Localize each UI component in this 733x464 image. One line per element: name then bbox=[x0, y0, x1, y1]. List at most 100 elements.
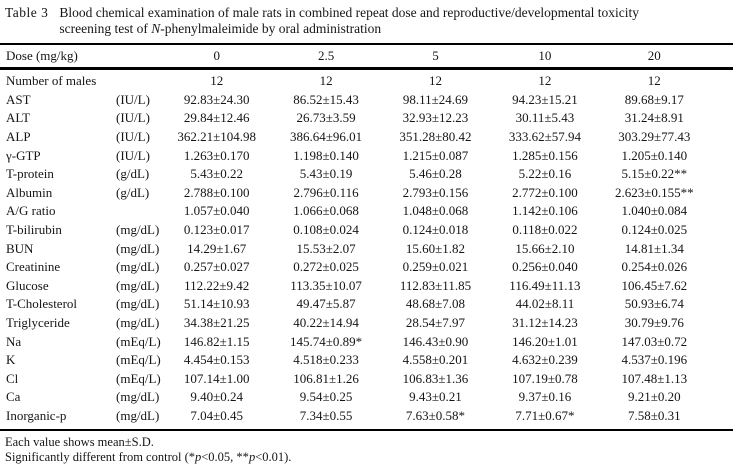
value-cell: 0.256±0.040 bbox=[512, 259, 578, 275]
value-cell: 9.40±0.24 bbox=[190, 389, 244, 405]
value-cell: 113.35±10.07 bbox=[290, 277, 362, 293]
parameter-unit: (mg/dL) bbox=[116, 315, 160, 331]
value-cell: 0.124±0.018 bbox=[402, 222, 469, 238]
table-body: Number of males 12 12 12 12 12 AST (IU/L) 92.83±… bbox=[0, 70, 733, 429]
value-cell: 1.048±0.068 bbox=[402, 203, 469, 219]
value-cell: 5.46±0.28 bbox=[409, 166, 462, 182]
value-cell: 1.263±0.170 bbox=[183, 147, 250, 163]
value-cell: 14.81±1.34 bbox=[624, 240, 684, 256]
value-cell: 50.93±6.74 bbox=[624, 296, 684, 312]
footnote-italic-p: p bbox=[195, 449, 202, 464]
parameter-unit: (mg/dL) bbox=[116, 296, 160, 312]
value-cell: 116.49±11.13 bbox=[509, 277, 581, 293]
parameter-name: ALT bbox=[6, 110, 31, 126]
value-cell: 0.108±0.024 bbox=[293, 222, 359, 238]
parameter-unit: (IU/L) bbox=[116, 110, 150, 126]
value-cell: 146.82±1.15 bbox=[183, 333, 250, 349]
parameter-name: Creatinine bbox=[6, 259, 61, 275]
value-cell: 5.22±0.16 bbox=[518, 166, 572, 182]
table-title-italic-n: N bbox=[151, 21, 161, 36]
value-cell: 15.53±2.07 bbox=[296, 240, 356, 256]
dose-value-10: 10 bbox=[538, 48, 552, 63]
value-cell: 0.272±0.025 bbox=[293, 259, 359, 275]
value-cell: 4.454±0.153 bbox=[183, 352, 250, 368]
value-cell: 112.22±9.42 bbox=[184, 277, 250, 293]
value-cell: 2.623±0.155** bbox=[614, 184, 694, 200]
parameter-unit: (g/dL) bbox=[116, 166, 150, 182]
value-cell: 2.772±0.100 bbox=[512, 184, 578, 200]
table-row: T-bilirubin (mg/dL) 0.123±0.017 0.108±0.024… bbox=[0, 221, 733, 240]
value-cell: 9.37±0.16 bbox=[518, 389, 572, 405]
value-cell: 4.632±0.239 bbox=[512, 352, 578, 368]
value-cell: 106.45±7.62 bbox=[621, 277, 688, 293]
table-row: AST (IU/L) 92.83±24.30 86.52±15.43 98.11±24.… bbox=[0, 91, 733, 110]
value-cell: 0.124±0.025 bbox=[621, 222, 688, 238]
parameter-name: Glucose bbox=[6, 277, 49, 293]
value-cell: 26.73±3.59 bbox=[296, 110, 356, 126]
table-row: T-protein (g/dL) 5.43±0.22 5.43±0.19 5.46±0.… bbox=[0, 165, 733, 184]
table-number: Table 3 bbox=[5, 5, 49, 20]
table-row: K (mEq/L) 4.454±0.153 4.518±0.233 4.558±0.20… bbox=[0, 351, 733, 370]
dose-header-label: Dose (mg/kg) bbox=[6, 48, 78, 63]
value-cell: 362.21±104.98 bbox=[177, 129, 257, 145]
value-cell: 12 bbox=[319, 73, 333, 89]
dose-value-0: 0 bbox=[213, 48, 220, 63]
table-row: Ca (mg/dL) 9.40±0.24 9.54±0.25 9.43±0.21 9.37… bbox=[0, 388, 733, 407]
value-cell: 107.48±1.13 bbox=[621, 370, 688, 386]
table-row: ALT (IU/L) 29.84±12.46 26.73±3.59 32.93±12.2… bbox=[0, 109, 733, 128]
value-cell: 0.257±0.027 bbox=[183, 259, 250, 275]
parameter-name: K bbox=[6, 352, 16, 368]
value-cell: 15.66±2.10 bbox=[515, 240, 575, 256]
value-cell: 1.285±0.156 bbox=[512, 147, 578, 163]
value-cell: 2.788±0.100 bbox=[183, 184, 250, 200]
value-cell: 386.64±96.01 bbox=[290, 129, 363, 145]
value-cell: 12 bbox=[210, 73, 224, 89]
parameter-name: Albumin bbox=[6, 184, 53, 200]
value-cell: 4.558±0.201 bbox=[402, 352, 469, 368]
value-cell: 44.02±8.11 bbox=[515, 296, 575, 312]
parameter-name: ALP bbox=[6, 129, 31, 145]
parameter-unit: (mEq/L) bbox=[116, 370, 161, 386]
value-cell: 1.057±0.040 bbox=[183, 203, 250, 219]
footnote-italic-p: p bbox=[248, 449, 256, 464]
parameter-name: Inorganic-p bbox=[6, 407, 67, 423]
value-cell: 333.62±57.94 bbox=[508, 129, 581, 145]
value-cell: 30.79±9.76 bbox=[624, 315, 684, 331]
footnote-text: <0.05, ** bbox=[201, 449, 249, 464]
parameter-name: γ-GTP bbox=[6, 147, 41, 163]
parameter-name: AST bbox=[6, 91, 31, 107]
value-cell: 107.14±1.00 bbox=[183, 370, 250, 386]
value-cell: 49.47±5.87 bbox=[296, 296, 356, 312]
value-cell: 28.54±7.97 bbox=[405, 315, 466, 331]
value-cell: 12 bbox=[428, 73, 442, 89]
dose-value-5: 5 bbox=[432, 48, 439, 63]
parameter-unit: (mEq/L) bbox=[116, 333, 161, 349]
value-cell: 5.15±0.22** bbox=[621, 166, 688, 182]
parameter-name: Triglyceride bbox=[6, 315, 70, 331]
value-cell: 351.28±80.42 bbox=[399, 129, 472, 145]
parameter-unit: (IU/L) bbox=[116, 129, 150, 145]
value-cell: 31.24±8.91 bbox=[624, 110, 684, 126]
value-cell: 0.254±0.026 bbox=[621, 259, 688, 275]
parameter-name: Number of males bbox=[6, 73, 97, 89]
value-cell: 15.60±1.82 bbox=[405, 240, 466, 256]
table-row: Creatinine (mg/dL) 0.257±0.027 0.272±0.025 0… bbox=[0, 258, 733, 277]
value-cell: 7.34±0.55 bbox=[299, 407, 353, 423]
table-title-line1: Blood chemical examination of male rats … bbox=[59, 5, 639, 20]
dose-header-row: Dose (mg/kg) 0 2.5 5 10 20 bbox=[0, 45, 733, 70]
table-row: Cl (mEq/L) 107.14±1.00 106.81±1.26 106.83±1.… bbox=[0, 370, 733, 389]
table-row: Inorganic-p (mg/dL) 7.04±0.45 7.34±0.55 7.63… bbox=[0, 407, 733, 426]
value-cell: 145.74±0.89* bbox=[290, 333, 363, 349]
value-cell: 7.04±0.45 bbox=[190, 407, 244, 423]
table-row: Number of males 12 12 12 12 12 bbox=[0, 72, 733, 91]
value-cell: 7.71±0.67* bbox=[515, 407, 575, 423]
value-cell: 1.142±0.106 bbox=[512, 203, 578, 219]
table-title-line2-suffix: -phenylmaleimide by oral administration bbox=[160, 21, 382, 36]
value-cell: 34.38±21.25 bbox=[183, 315, 250, 331]
value-cell: 5.43±0.22 bbox=[190, 166, 244, 182]
value-cell: 0.123±0.017 bbox=[183, 222, 250, 238]
value-cell: 89.68±9.17 bbox=[624, 91, 684, 107]
parameter-unit: (IU/L) bbox=[116, 147, 150, 163]
parameter-unit: (mEq/L) bbox=[116, 352, 161, 368]
